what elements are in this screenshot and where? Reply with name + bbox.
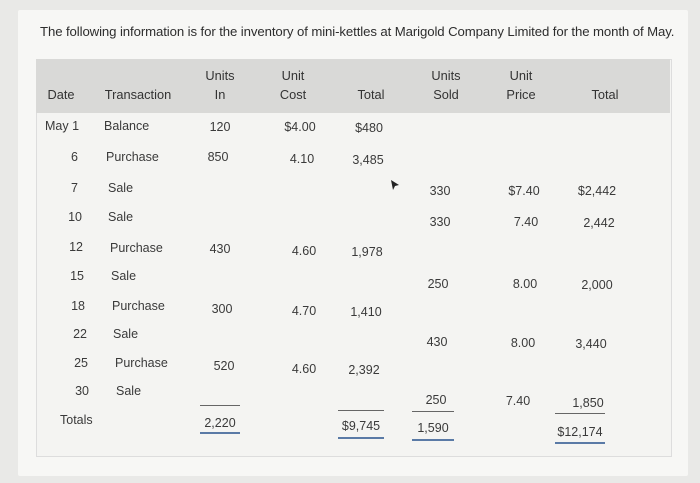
header-units-in-line2: In [214, 87, 226, 102]
row-total-sold: 2,442 [583, 216, 615, 230]
row-total-in: 3,485 [352, 153, 384, 167]
totals-units-in: 2,220 [204, 416, 236, 430]
total-in-double-rule [338, 437, 384, 439]
row-date: May 1 [45, 119, 80, 133]
totals-total-in: $9,745 [341, 419, 381, 433]
row-date: 10 [68, 210, 82, 224]
header-total-sold: Total [591, 87, 619, 102]
row-date: 30 [75, 384, 89, 398]
units-in-total-rule [200, 405, 240, 406]
totals-units-sold: 1,590 [417, 421, 449, 435]
total-in-total-rule [338, 410, 384, 411]
row-total-sold: 2,000 [581, 278, 613, 292]
row-transaction: Purchase [112, 299, 165, 313]
row-units-sold: 430 [426, 335, 448, 349]
row-total-sold: $2,442 [577, 184, 617, 198]
totals-label: Totals [60, 413, 93, 427]
row-date: 7 [71, 181, 78, 195]
row-units-sold: 330 [429, 215, 451, 229]
header-unit-price-line2: Price [506, 87, 536, 102]
table-header [36, 59, 670, 113]
inventory-table [36, 59, 672, 457]
row-date: 22 [73, 327, 87, 341]
units-in-double-rule [200, 432, 240, 434]
row-units-in: 520 [213, 359, 235, 373]
row-unit-price: $7.40 [508, 184, 540, 198]
row-units-sold: 250 [425, 393, 447, 407]
row-transaction: Purchase [106, 150, 159, 164]
mouse-pointer-icon [391, 180, 399, 190]
intro-text: The following information is for the inv… [40, 24, 675, 39]
row-units-sold: 250 [427, 277, 449, 291]
units-sold-double-rule [412, 439, 454, 441]
row-date: 15 [70, 269, 84, 283]
row-total-in: 1,410 [350, 305, 382, 319]
row-units-sold: 330 [429, 184, 451, 198]
row-units-in: 300 [211, 302, 233, 316]
totals-total-sold: $12,174 [557, 425, 603, 439]
row-unit-price: 8.00 [510, 336, 536, 350]
row-total-sold: 1,850 [572, 396, 604, 410]
header-transaction: Transaction [104, 87, 172, 102]
row-date: 6 [71, 150, 78, 164]
row-transaction: Sale [108, 210, 134, 224]
row-units-in: 120 [209, 120, 231, 134]
row-total-in: 2,392 [348, 363, 380, 377]
row-transaction: Purchase [110, 241, 163, 255]
units-sold-total-rule [412, 411, 454, 412]
row-unit-cost: 4.10 [289, 152, 315, 166]
row-transaction: Sale [116, 384, 142, 398]
row-units-in: 430 [209, 242, 231, 256]
header-unit-price-line1: Unit [509, 68, 533, 83]
total-sold-double-rule [555, 442, 605, 444]
row-unit-price: 7.40 [513, 215, 539, 229]
total-sold-total-rule [555, 413, 605, 414]
row-transaction: Sale [108, 181, 134, 195]
header-total-in: Total [357, 87, 385, 102]
header-units-sold-line2: Sold [433, 87, 459, 102]
header-unit-cost-line2: Cost [279, 87, 307, 102]
row-unit-price: 8.00 [512, 277, 538, 291]
row-total-in: 1,978 [351, 245, 383, 259]
row-date: 12 [69, 240, 83, 254]
row-units-in: 850 [207, 150, 229, 164]
row-transaction: Balance [104, 119, 150, 133]
row-transaction: Sale [111, 269, 137, 283]
header-units-in-line1: Units [205, 68, 235, 83]
row-total-in: $480 [355, 121, 383, 135]
header-unit-cost-line1: Unit [281, 68, 305, 83]
row-unit-cost: 4.60 [291, 362, 317, 376]
header-units-sold-line1: Units [431, 68, 461, 83]
row-unit-price: 7.40 [505, 394, 531, 408]
row-transaction: Purchase [115, 356, 168, 370]
row-transaction: Sale [113, 327, 139, 341]
row-unit-cost: 4.60 [291, 244, 317, 258]
row-date: 25 [74, 356, 88, 370]
row-total-sold: 3,440 [575, 337, 607, 351]
row-unit-cost: 4.70 [291, 304, 317, 318]
row-date: 18 [71, 299, 85, 313]
row-unit-cost: $4.00 [284, 120, 316, 134]
header-date: Date [47, 87, 75, 102]
